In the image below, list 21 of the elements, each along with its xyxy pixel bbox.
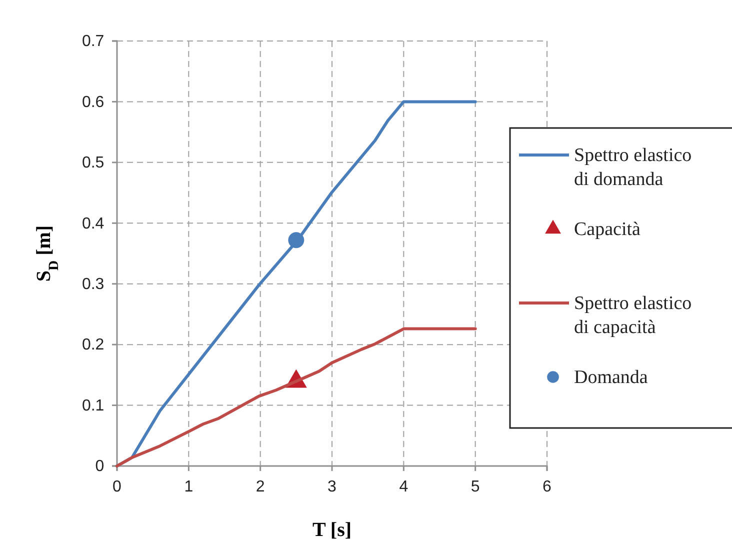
y-tick-label: 0.4 (82, 215, 104, 232)
x-tick-label: 1 (184, 478, 194, 496)
y-tick-label: 0.1 (82, 397, 104, 414)
legend-label: Domanda (574, 367, 648, 388)
x-tick-label: 0 (112, 478, 122, 496)
x-axis-title: T [s] (312, 519, 352, 541)
y-tick-label: 0.7 (82, 33, 104, 50)
x-tick-label: 2 (256, 478, 265, 496)
x-tick-label: 6 (542, 478, 552, 496)
y-tick-label: 0.3 (82, 276, 104, 293)
y-tick-label: 0.5 (82, 154, 104, 172)
x-tick-label: 4 (399, 478, 408, 496)
legend-label: Capacità (574, 219, 642, 240)
legend-label: Spettro elastico di domanda (574, 145, 692, 190)
y-tick-label: 0.2 (82, 336, 104, 354)
x-tick-label: 3 (328, 478, 337, 496)
legend-label: Spettro elastico di capacità (574, 293, 692, 338)
line-series (116, 327, 477, 468)
y-tick-label: 0 (95, 458, 104, 476)
x-tick-label: 5 (470, 478, 480, 496)
y-tick-label: 0.6 (82, 94, 104, 111)
